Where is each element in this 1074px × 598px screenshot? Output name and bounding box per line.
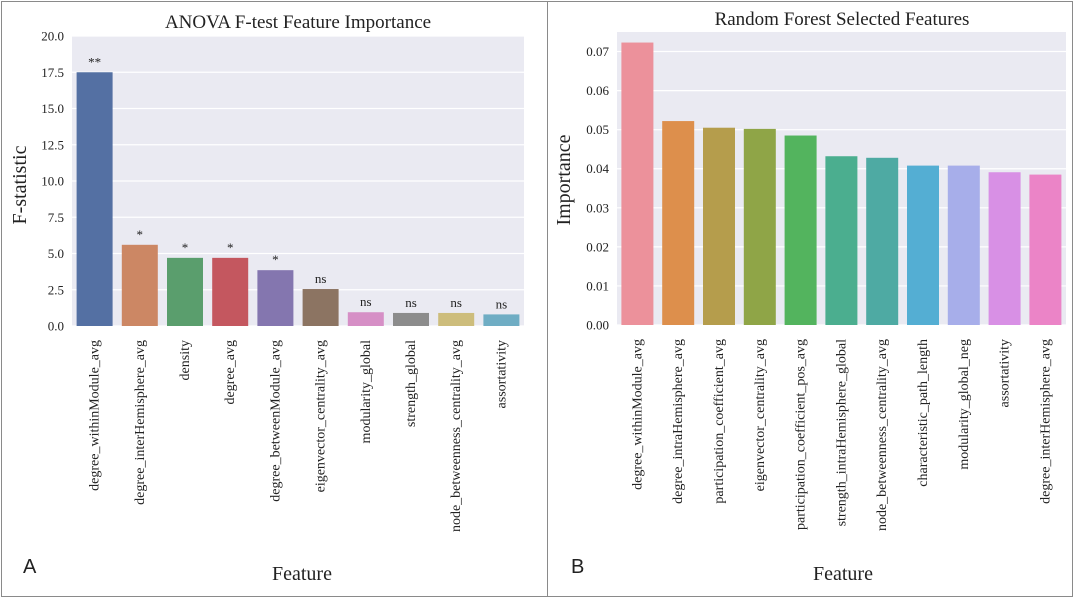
bar bbox=[302, 289, 339, 326]
bar bbox=[1029, 174, 1062, 325]
significance-label: ns bbox=[315, 271, 327, 286]
chart-title: Random Forest Selected Features bbox=[715, 9, 970, 30]
x-tick-label: modularity_global bbox=[359, 340, 374, 444]
y-axis-label: F-statistic bbox=[9, 145, 31, 224]
x-tick-label: degree_withinModule_avg bbox=[630, 339, 645, 490]
x-tick-label: characteristic_path_length bbox=[916, 339, 931, 487]
bar bbox=[76, 72, 113, 326]
bar bbox=[393, 312, 429, 326]
bar bbox=[212, 257, 249, 326]
y-tick-label: 0.05 bbox=[586, 122, 609, 137]
x-tick-label: eigenvector_centrality_avg bbox=[314, 340, 329, 492]
x-tick-label: degree_intraHemisphere_avg bbox=[671, 339, 686, 504]
significance-label: ns bbox=[405, 295, 417, 310]
y-tick-label: 0.04 bbox=[586, 161, 609, 176]
significance-label: * bbox=[182, 240, 189, 255]
y-tick-label: 10.0 bbox=[41, 174, 64, 189]
significance-label: ns bbox=[496, 296, 508, 311]
x-tick-label: strength_global bbox=[404, 340, 419, 427]
x-tick-label: assortativity bbox=[998, 339, 1013, 407]
y-tick-label: 15.0 bbox=[41, 101, 64, 116]
x-tick-label: node_betweenness_centrality_avg bbox=[875, 339, 890, 531]
x-tick-label: assortativity bbox=[494, 340, 509, 408]
x-tick-label: degree_betweenModule_avg bbox=[268, 340, 283, 502]
x-axis-label: Feature bbox=[272, 563, 332, 585]
bar bbox=[621, 42, 654, 325]
y-tick-label: 20.0 bbox=[41, 29, 64, 44]
bar bbox=[784, 135, 817, 325]
bar bbox=[866, 157, 899, 325]
x-tick-label: modularity_global_neg bbox=[957, 339, 972, 470]
y-axis-label: Importance bbox=[553, 134, 575, 225]
bar bbox=[703, 127, 735, 325]
bar bbox=[257, 270, 294, 326]
bar bbox=[743, 128, 776, 325]
y-tick-label: 0.01 bbox=[586, 278, 609, 293]
x-tick-label: density bbox=[178, 340, 193, 380]
significance-label: ** bbox=[88, 54, 101, 69]
bar bbox=[988, 172, 1021, 325]
bar bbox=[167, 257, 203, 326]
x-tick-label: degree_interHemisphere_avg bbox=[133, 340, 148, 505]
y-tick-label: 0.0 bbox=[48, 319, 64, 334]
y-tick-label: 2.5 bbox=[48, 282, 64, 297]
y-tick-label: 12.5 bbox=[41, 137, 64, 152]
y-tick-label: 17.5 bbox=[41, 65, 64, 80]
y-tick-label: 0.00 bbox=[586, 318, 609, 333]
panel-letter: A bbox=[23, 556, 37, 578]
y-tick-label: 0.07 bbox=[586, 44, 609, 59]
significance-label: ns bbox=[450, 295, 462, 310]
x-tick-label: participation_coefficient_pos_avg bbox=[794, 339, 809, 530]
x-tick-label: eigenvector_centrality_avg bbox=[753, 339, 768, 491]
y-tick-label: 0.03 bbox=[586, 200, 609, 215]
significance-label: * bbox=[227, 240, 234, 255]
x-axis-label: Feature bbox=[813, 563, 873, 585]
x-tick-label: degree_avg bbox=[223, 340, 238, 405]
significance-label: * bbox=[272, 252, 279, 267]
bar bbox=[347, 312, 384, 326]
x-tick-label: degree_withinModule_avg bbox=[88, 340, 103, 491]
bar bbox=[947, 165, 980, 325]
x-tick-label: degree_interHemisphere_avg bbox=[1038, 339, 1053, 504]
bar bbox=[121, 244, 158, 326]
panel-b-frame bbox=[547, 1, 1073, 597]
x-tick-label: strength_intraHemisphere_global bbox=[834, 339, 849, 527]
chart-title: ANOVA F-test Feature Importance bbox=[165, 12, 431, 33]
y-tick-label: 0.06 bbox=[586, 83, 609, 98]
y-tick-label: 0.02 bbox=[586, 239, 609, 254]
y-tick-label: 5.0 bbox=[48, 246, 64, 261]
x-tick-label: node_betweenness_centrality_avg bbox=[449, 340, 464, 532]
bar bbox=[907, 165, 939, 325]
bar bbox=[662, 121, 695, 326]
panel-letter: B bbox=[571, 556, 584, 578]
significance-label: ns bbox=[360, 294, 372, 309]
bar bbox=[825, 156, 858, 325]
significance-label: * bbox=[137, 227, 144, 242]
bar bbox=[483, 314, 520, 326]
x-tick-label: participation_coefficient_avg bbox=[712, 339, 727, 504]
y-tick-label: 7.5 bbox=[48, 210, 64, 225]
bar bbox=[438, 312, 475, 326]
